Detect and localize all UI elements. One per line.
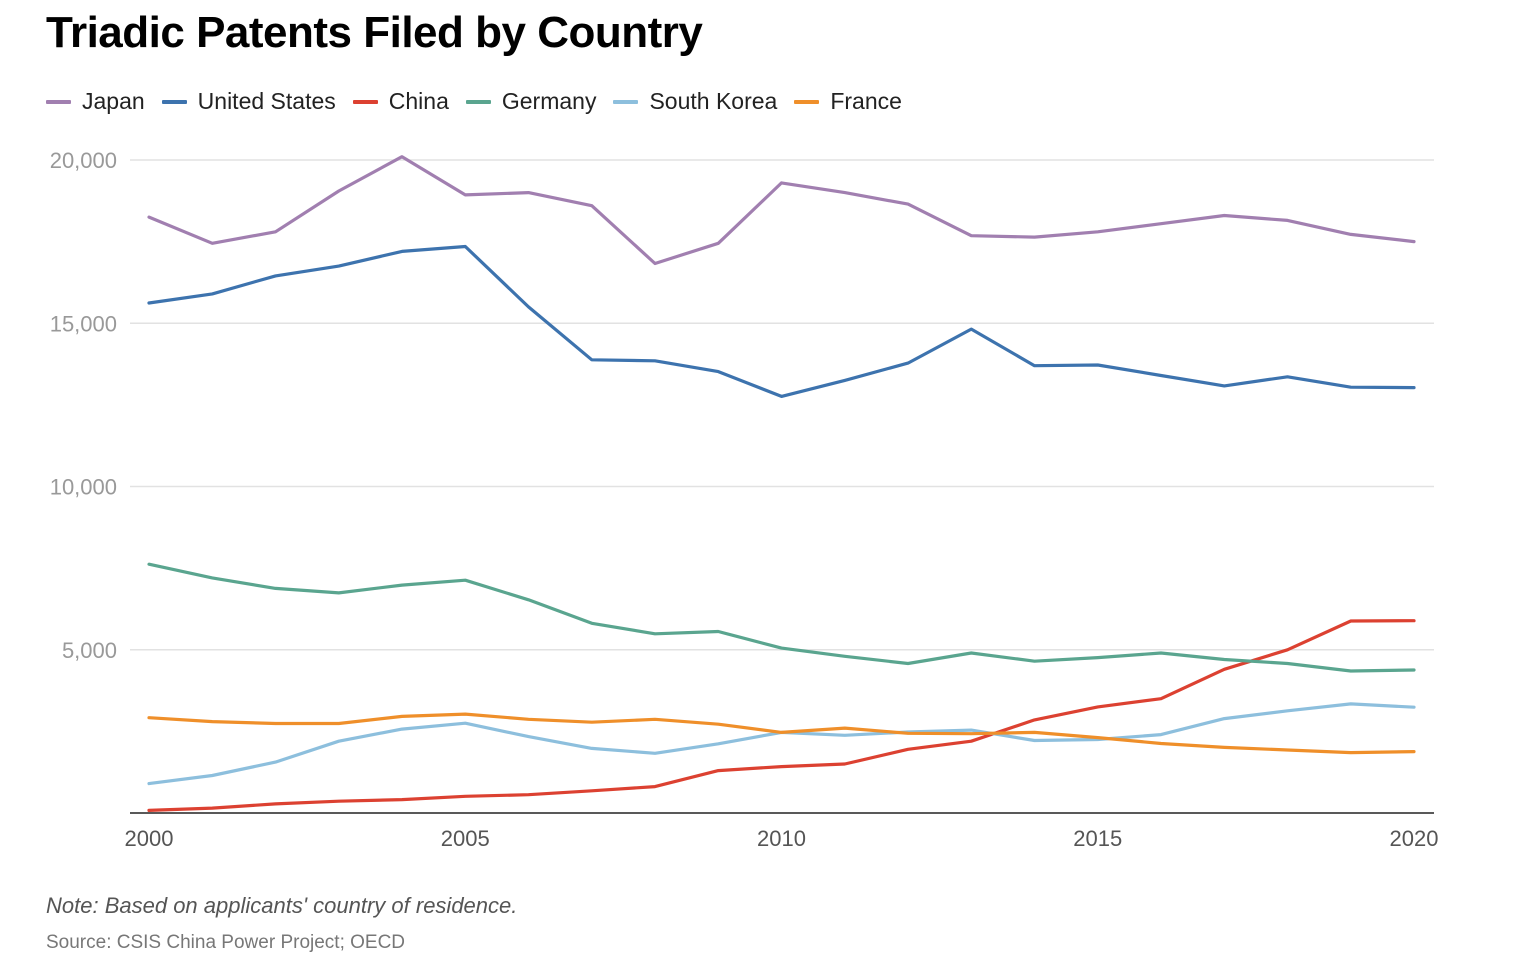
- chart-source: Source: CSIS China Power Project; OECD: [46, 932, 406, 953]
- x-tick-label: 2000: [125, 826, 174, 851]
- legend-item-south-korea[interactable]: South Korea: [613, 88, 777, 115]
- legend-swatch-united-states: [161, 99, 187, 104]
- legend-label-south-korea: South Korea: [649, 88, 778, 114]
- legend-swatch-south-korea: [613, 99, 639, 104]
- legend-label-china: China: [388, 88, 449, 114]
- legend-item-japan[interactable]: Japan: [46, 88, 145, 115]
- x-tick-label: 2010: [757, 826, 806, 851]
- series-line-south-korea[interactable]: [147, 702, 1416, 786]
- legend-swatch-france: [794, 99, 820, 104]
- series-line-france[interactable]: [147, 712, 1416, 755]
- x-axis-tick-labels: 2000 2005 2010 2015 2020: [125, 826, 1439, 851]
- legend-label-japan: Japan: [82, 88, 145, 114]
- x-tick-label: 2015: [1073, 826, 1122, 851]
- x-tick-label: 2020: [1390, 826, 1439, 851]
- gridlines: [130, 159, 1434, 651]
- x-tick-label: 2005: [441, 826, 490, 851]
- y-tick-label: 10,000: [50, 475, 117, 500]
- legend-item-france[interactable]: France: [794, 88, 902, 115]
- legend-label-france: France: [830, 88, 902, 114]
- legend-swatch-china: [352, 99, 378, 104]
- legend-label-united-states: United States: [197, 88, 336, 114]
- series-line-china[interactable]: [147, 619, 1416, 813]
- legend-item-united-states[interactable]: United States: [161, 88, 336, 115]
- legend-label-germany: Germany: [501, 88, 597, 114]
- series-line-united-states[interactable]: [147, 244, 1416, 398]
- legend-swatch-japan: [46, 99, 71, 104]
- chart-title: Triadic Patents Filed by Country: [46, 8, 703, 57]
- y-axis-tick-labels: 5,000 10,000 15,000 20,000: [50, 148, 117, 663]
- chart-note: Note: Based on applicants' country of re…: [46, 893, 518, 918]
- y-tick-label: 20,000: [50, 148, 117, 173]
- y-tick-label: 15,000: [50, 311, 117, 336]
- chart-legend: Japan United States China Germany South …: [46, 88, 919, 115]
- legend-item-china[interactable]: China: [352, 88, 449, 115]
- legend-item-germany[interactable]: Germany: [465, 88, 597, 115]
- line-chart: 5,000 10,000 15,000 20,000 2000 2005 2010 2015…: [50, 148, 1439, 851]
- y-tick-label: 5,000: [62, 638, 117, 663]
- series-lines: [147, 155, 1416, 813]
- series-line-germany[interactable]: [147, 562, 1416, 673]
- series-line-japan[interactable]: [147, 155, 1416, 266]
- legend-swatch-germany: [465, 99, 491, 104]
